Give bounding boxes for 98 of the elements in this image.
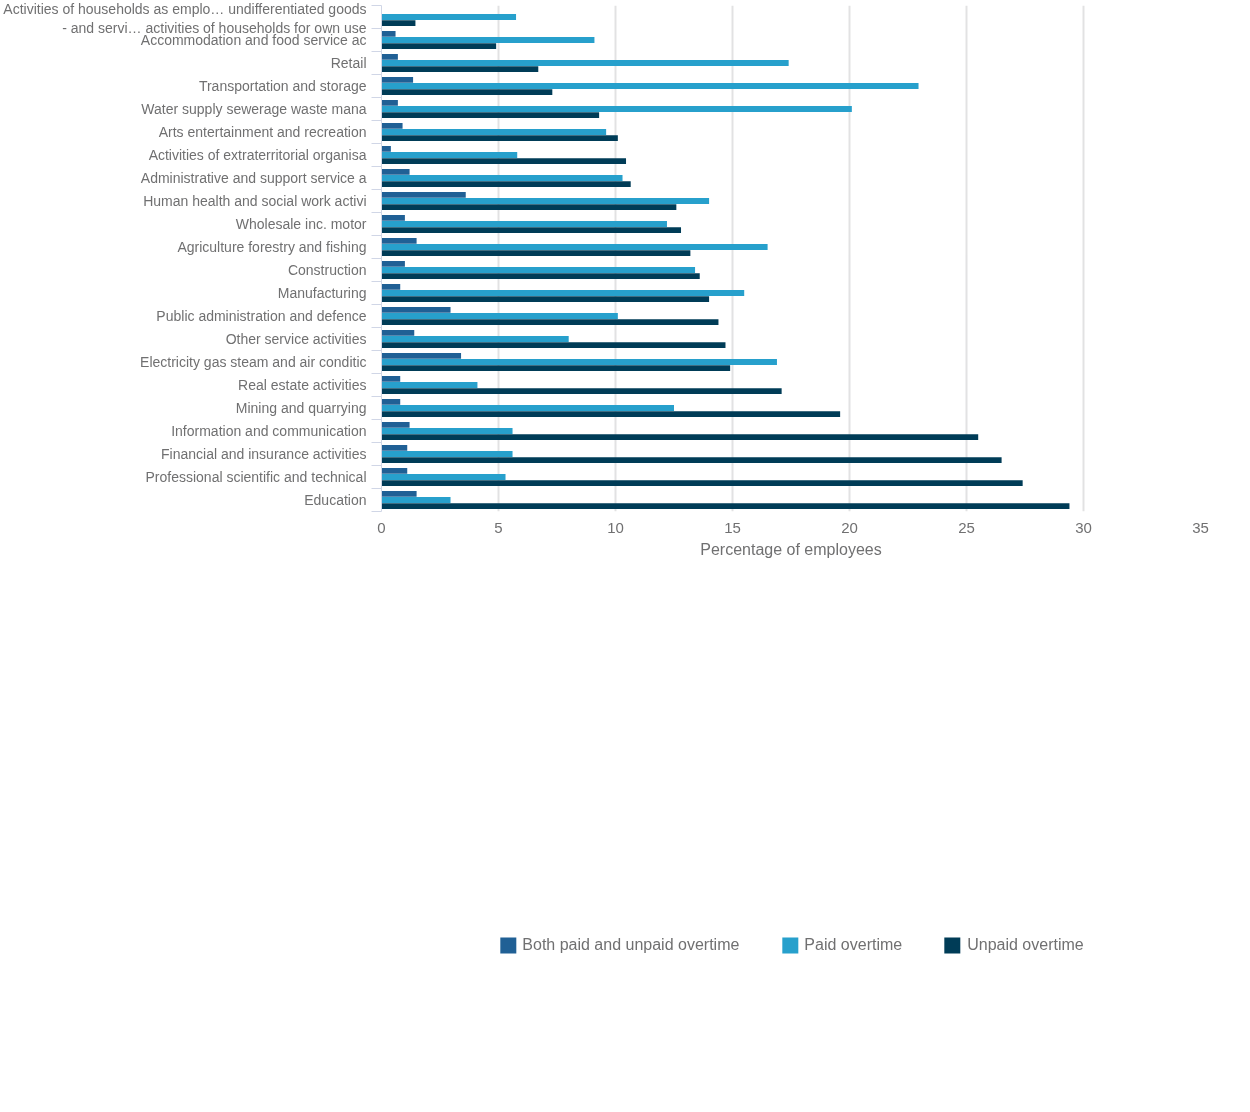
bar [381,352,462,359]
y-tick-label: Education [304,492,367,508]
x-tick-label: 0 [377,518,386,536]
bar [381,158,627,165]
bar [381,273,700,280]
bar [381,76,414,83]
bar [381,444,408,451]
bar [381,112,600,119]
bar [381,60,789,66]
bar [381,66,539,73]
bar [381,405,674,411]
bar [381,129,607,135]
bar [381,168,410,175]
bar [381,83,919,89]
y-tick-label: Water supply sewerage waste mana [141,101,367,117]
bar [381,198,710,204]
bar [381,467,408,474]
x-tick-label: 20 [841,518,858,536]
y-tick-label: Construction [287,262,367,278]
x-tick-label: 35 [1192,518,1209,536]
y-tick-label: Agriculture forestry and fishing [177,239,367,255]
bar [381,342,726,349]
bar [381,53,398,60]
y-tick-label: Human health and social work activi [143,193,367,209]
bar [381,152,518,158]
bar [381,99,398,106]
bar [381,30,396,37]
bar [381,388,782,395]
bar [381,411,841,418]
bar [381,306,451,313]
bar [381,214,405,221]
bar [381,283,401,290]
y-tick-label: Public administration and defence [156,308,367,324]
bar [381,457,1002,464]
bar [381,474,506,480]
bar [381,175,623,181]
y-tick-label: Transportation and storage [198,78,367,94]
y-tick-label: Professional scientific and technical [145,469,367,485]
bar [381,250,691,257]
y-tick-label: Wholesale inc. motor [235,216,367,232]
bar [381,296,710,303]
y-tick-label: Activities of extraterritorial organisa [148,147,367,163]
bar [381,421,410,428]
bar [381,37,595,43]
bar [381,181,631,188]
bar [381,260,405,267]
bar [381,503,1070,510]
y-tick-label: Arts entertainment and recreation [158,124,367,140]
y-tick-label: Manufacturing [277,285,367,301]
bar [381,375,401,382]
bar [381,497,451,503]
bar [381,319,719,326]
bar [381,237,417,244]
x-tick-label: 25 [958,518,975,536]
bar [381,244,768,250]
y-tick-label: Information and communication [171,423,367,439]
x-tick-label: 5 [494,518,503,536]
bar [381,191,466,198]
bar [381,398,401,405]
bar [381,221,667,227]
legend-label: Both paid and unpaid overtime [522,936,740,954]
bar [381,290,745,296]
bar [381,329,415,336]
bar [381,122,403,129]
x-tick-label: 30 [1075,518,1092,536]
bar [381,434,979,441]
bar [381,106,852,112]
y-tick-label: Real estate activities [238,377,367,393]
bar [381,428,513,434]
bar [381,14,517,20]
x-tick-label: 15 [724,518,741,536]
bar [381,451,513,457]
y-tick-label: Retail [330,55,367,71]
bar [381,359,777,365]
bar [381,227,682,234]
y-tick-label: Other service activities [225,331,367,347]
bar [381,336,569,342]
bar [381,145,391,152]
y-tick-label: Administrative and support service a [140,170,367,186]
x-tick-label: 10 [607,518,624,536]
bar [381,490,417,497]
bar [381,365,731,372]
y-tick-label: Accommodation and food service ac [140,32,367,48]
bar [381,89,553,96]
y-tick-label: Electricity gas steam and air conditic [140,354,367,370]
bar [381,382,478,388]
bar [381,267,696,273]
y-tick-label: Financial and insurance activities [161,446,367,462]
bar [381,43,497,50]
x-axis-title: Percentage of employees [700,540,882,558]
legend-label: Paid overtime [804,936,903,954]
bar [381,204,677,211]
legend-label: Unpaid overtime [967,936,1084,954]
bar [381,480,1023,487]
y-tick-label: Mining and quarrying [235,400,367,416]
bar [381,135,618,142]
bar [381,20,416,27]
bar [381,313,618,319]
